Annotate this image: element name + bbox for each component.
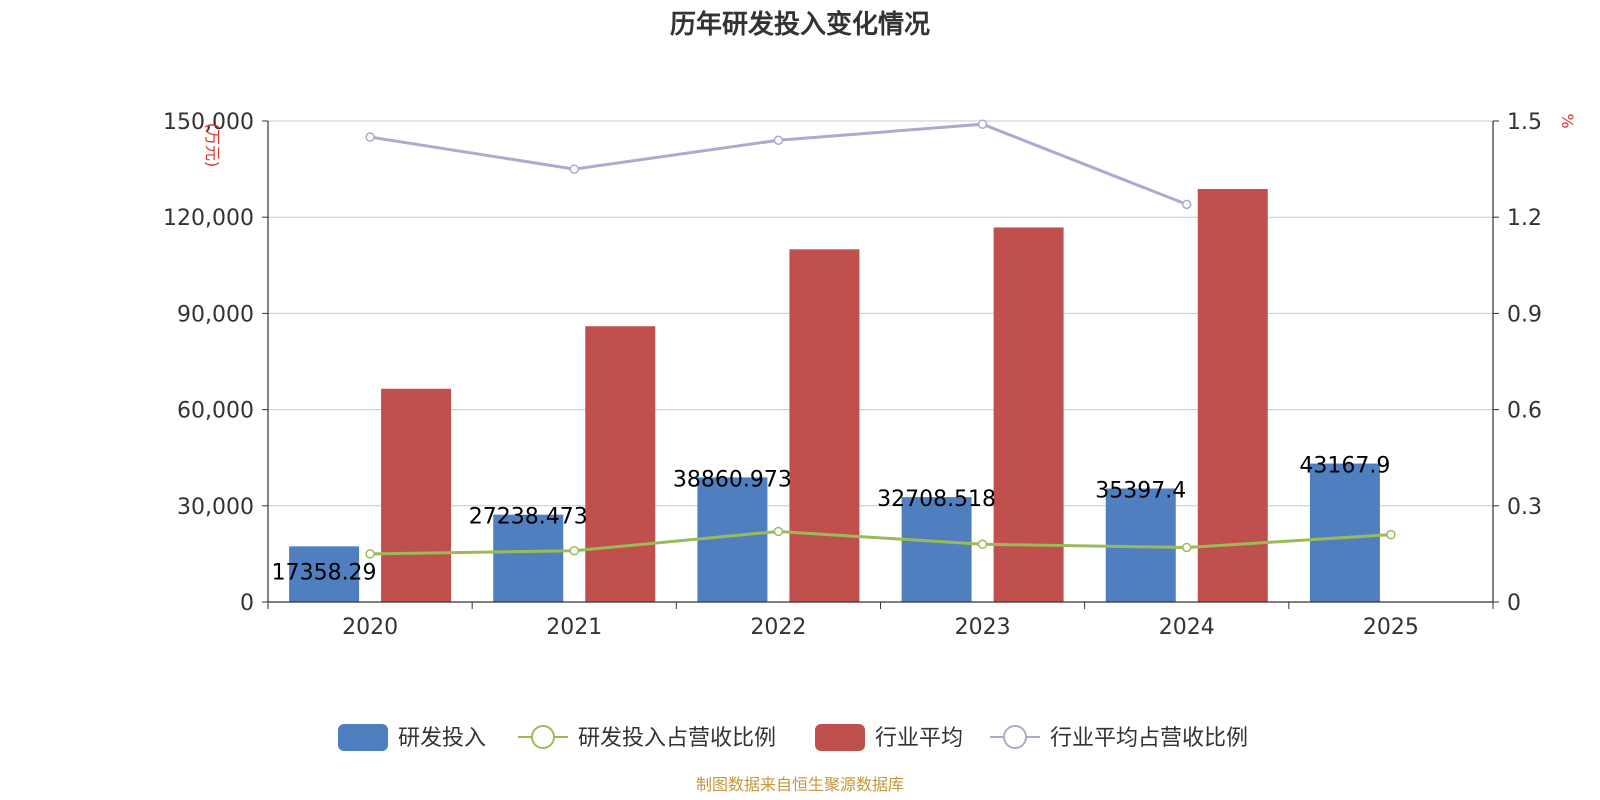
x-tick-label: 2023 bbox=[955, 615, 1011, 640]
line-point bbox=[773, 135, 784, 145]
line-point bbox=[365, 132, 375, 142]
bar-industry-average bbox=[993, 227, 1064, 602]
x-tick-label: 2024 bbox=[1159, 615, 1215, 640]
line-point bbox=[365, 549, 375, 559]
y-left-tick-label: 120,000 bbox=[163, 206, 254, 231]
bar-rd-investment bbox=[697, 477, 768, 602]
bar-industry-average bbox=[789, 249, 860, 602]
y-left-tick-label: 60,000 bbox=[177, 399, 254, 424]
legend-label: 研发投入占营收比例 bbox=[578, 726, 776, 751]
y-left-tick-label: 150,000 bbox=[163, 110, 254, 135]
line-point bbox=[977, 119, 988, 129]
line-point bbox=[1386, 529, 1396, 540]
y-left-tick-label: 90,000 bbox=[177, 302, 254, 327]
y-right-tick-label: 1.5 bbox=[1507, 110, 1542, 135]
y-right-tick-label: 0.6 bbox=[1507, 399, 1542, 424]
line-point bbox=[569, 164, 579, 174]
legend-marker bbox=[1003, 725, 1027, 749]
y-right-tick-label: 0.3 bbox=[1507, 495, 1542, 520]
bar-industry-average bbox=[381, 388, 452, 602]
data-label: 35397.4 bbox=[1095, 478, 1186, 503]
bar-industry-average bbox=[1197, 188, 1268, 603]
y-right-tick-label: 0 bbox=[1507, 591, 1521, 616]
legend-swatch bbox=[815, 724, 865, 751]
line-point bbox=[1182, 199, 1192, 210]
y-left-tick-label: 30,000 bbox=[177, 495, 254, 520]
data-label: 43167.9 bbox=[1299, 454, 1390, 479]
x-tick-label: 2021 bbox=[546, 615, 602, 640]
y-left-tick-label: 0 bbox=[240, 591, 254, 616]
legend-swatch bbox=[338, 724, 388, 751]
legend-label: 行业平均占营收比例 bbox=[1050, 726, 1248, 751]
x-tick-label: 2020 bbox=[342, 615, 398, 640]
x-tick-label: 2022 bbox=[750, 615, 806, 640]
bar-industry-average bbox=[585, 326, 656, 602]
legend-label: 行业平均 bbox=[875, 726, 963, 751]
line-point bbox=[977, 539, 988, 550]
legend-marker bbox=[531, 725, 555, 749]
line-point bbox=[1182, 542, 1192, 553]
data-label: 27238.473 bbox=[469, 505, 588, 530]
data-source-note: 制图数据来自恒生聚源数据库 bbox=[696, 775, 904, 794]
data-label: 32708.518 bbox=[877, 487, 996, 512]
data-label: 38860.973 bbox=[673, 467, 792, 492]
bar-rd-investment bbox=[289, 546, 360, 602]
y-right-axis-label: % bbox=[1558, 113, 1577, 128]
y-right-tick-label: 1.2 bbox=[1507, 206, 1542, 231]
x-tick-label: 2025 bbox=[1363, 615, 1419, 640]
chart-title: 历年研发投入变化情况 bbox=[670, 9, 930, 40]
bar-rd-investment bbox=[493, 514, 564, 602]
bar-rd-investment bbox=[1309, 463, 1380, 602]
legend-label: 研发投入 bbox=[398, 726, 486, 751]
y-left-axis-label: (万元) bbox=[203, 123, 222, 168]
data-label: 17358.29 bbox=[272, 560, 377, 585]
line-point bbox=[569, 545, 579, 556]
line-point bbox=[773, 526, 784, 537]
y-right-tick-label: 0.9 bbox=[1507, 302, 1542, 327]
series-line-rd-ratio bbox=[370, 529, 1392, 556]
bar-rd-investment bbox=[901, 497, 972, 602]
